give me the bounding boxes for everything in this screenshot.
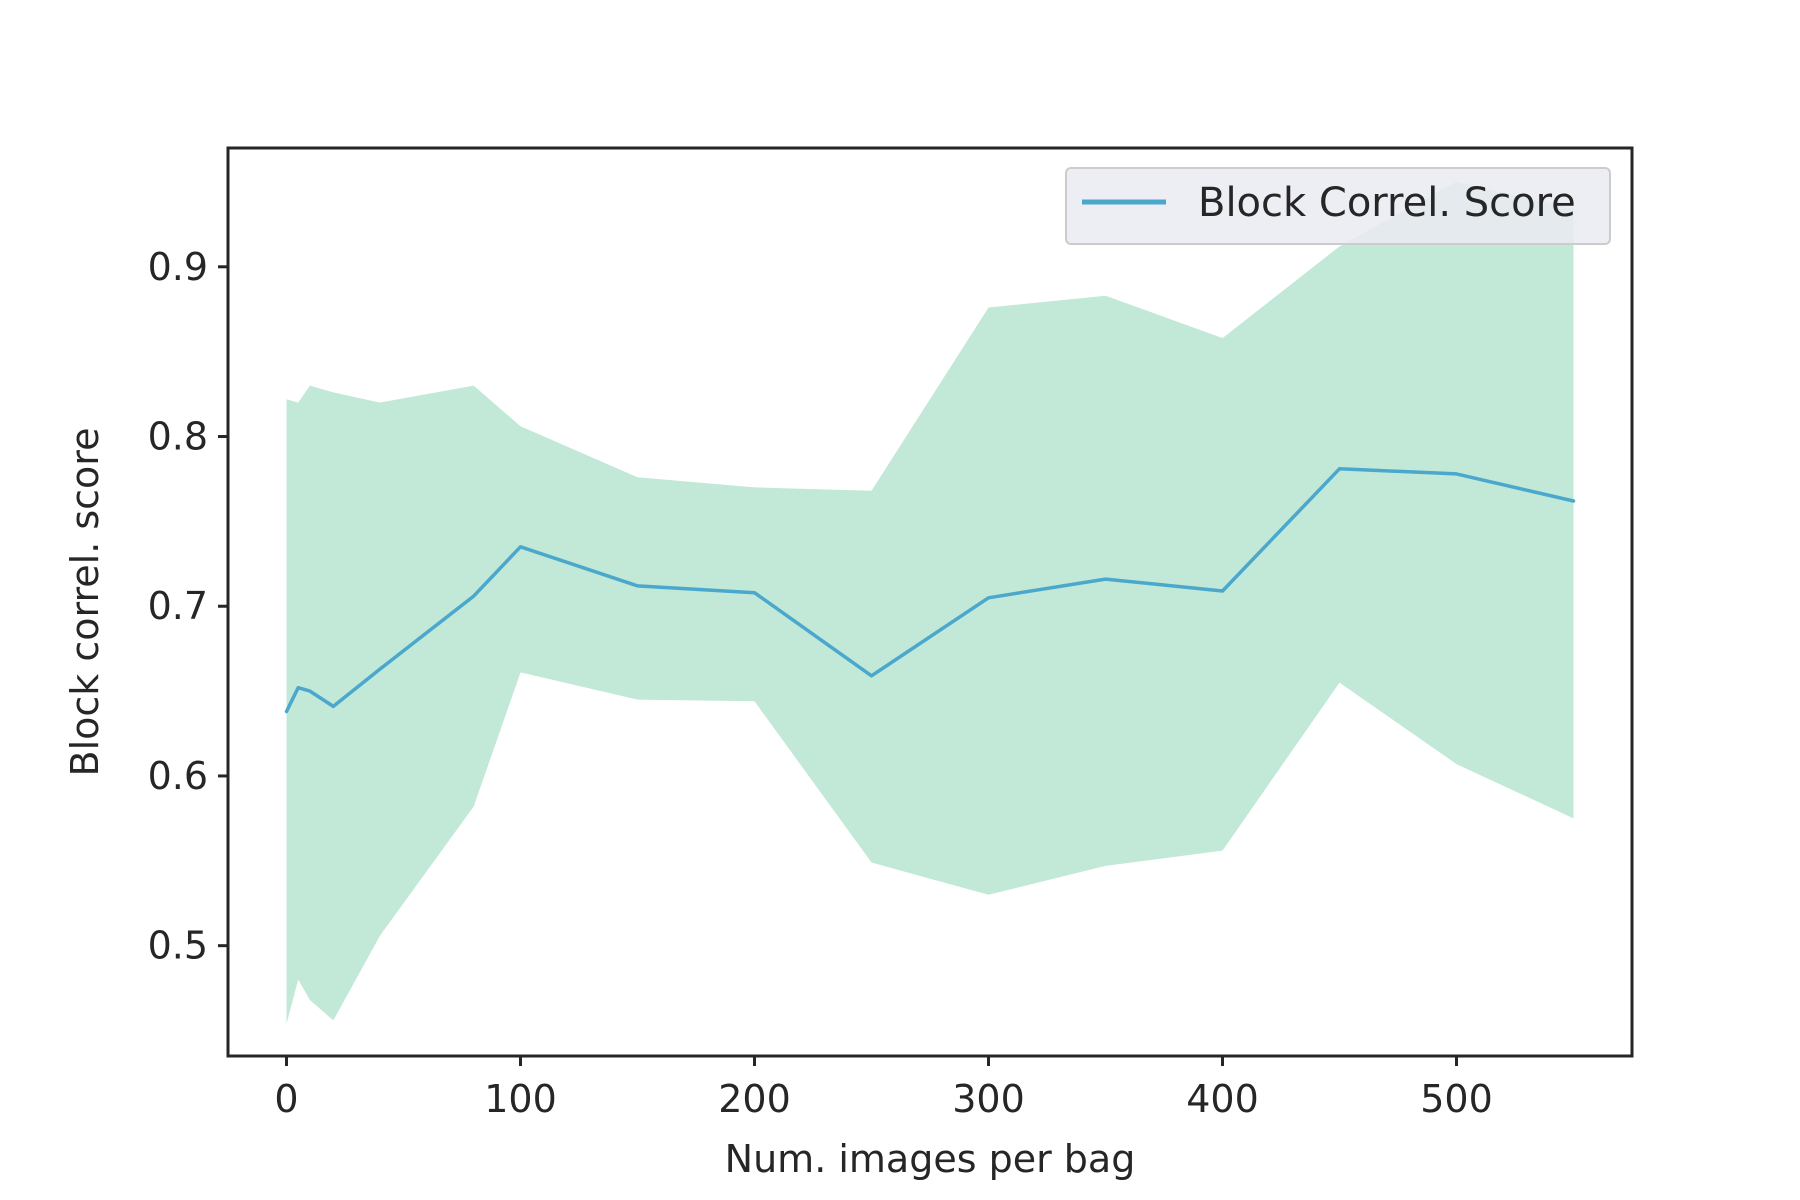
y-axis-ticks: 0.5 0.6 0.7 0.8 0.9 [148, 245, 228, 968]
y-tick-label: 0.5 [148, 924, 208, 968]
x-tick-label: 300 [952, 1077, 1025, 1121]
x-axis-label: Num. images per bag [725, 1137, 1136, 1181]
legend-box [1065, 167, 1611, 245]
confidence-band-layer [286, 181, 1574, 1024]
confidence-band [286, 181, 1574, 1024]
y-tick-label: 0.7 [148, 584, 208, 628]
legend-label: Block Correl. Score [1198, 180, 1576, 226]
x-tick-label: 0 [274, 1077, 298, 1121]
y-tick-label: 0.6 [148, 754, 208, 798]
x-tick-label: 500 [1420, 1077, 1493, 1121]
series-line [284, 467, 1576, 714]
plot-frame [226, 146, 1634, 1058]
y-axis-label: Block correl. score [63, 428, 107, 777]
series-line-layer [284, 467, 1576, 714]
x-axis-ticks: 0 100 200 300 400 500 [274, 1056, 1493, 1121]
y-tick-label: 0.9 [148, 245, 208, 289]
x-tick-label: 400 [1186, 1077, 1259, 1121]
x-tick-label: 200 [718, 1077, 791, 1121]
x-tick-label: 100 [484, 1077, 557, 1121]
y-tick-label: 0.8 [148, 415, 208, 459]
legend: Block Correl. Score [1065, 167, 1611, 245]
